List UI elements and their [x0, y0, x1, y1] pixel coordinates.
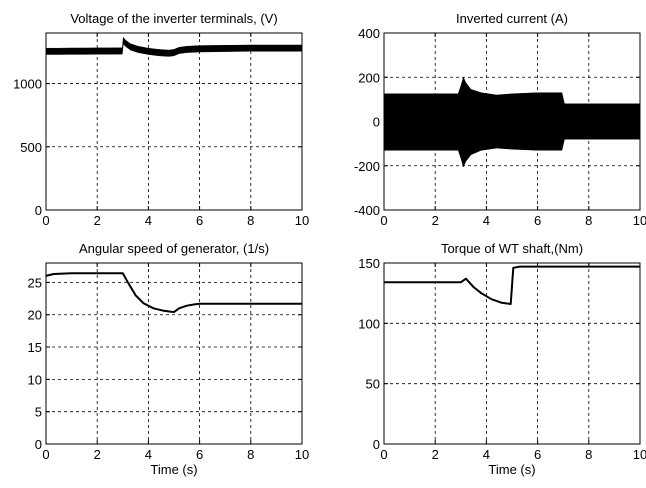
x-tick-label: 8 — [247, 447, 254, 462]
y-tick-label: 0 — [373, 437, 380, 452]
x-tick-label: 8 — [247, 213, 254, 228]
x-tick-label: 10 — [633, 447, 646, 462]
x-tick-label: 4 — [145, 447, 152, 462]
y-tick-label: 15 — [28, 340, 42, 355]
chart-title: Angular speed of generator, (1/s) — [79, 241, 269, 256]
x-axis-label: Time (s) — [150, 462, 197, 477]
x-tick-label: 0 — [380, 447, 387, 462]
series-line — [45, 272, 302, 314]
y-tick-label: 1000 — [13, 77, 42, 92]
chart-title: Torque of WT shaft,(Nm) — [441, 241, 583, 256]
x-tick-label: 2 — [94, 213, 101, 228]
x-tick-label: 4 — [145, 213, 152, 228]
series-line — [384, 265, 640, 305]
y-tick-label: 0 — [373, 115, 380, 130]
x-tick-label: 6 — [534, 447, 541, 462]
y-tick-label: 200 — [358, 70, 380, 85]
x-tick-label: 10 — [295, 213, 309, 228]
axes-frame — [45, 32, 303, 211]
x-tick-label: 2 — [432, 213, 439, 228]
x-tick-label: 6 — [196, 447, 203, 462]
y-tick-label: 25 — [28, 275, 42, 290]
y-tick-label: 400 — [358, 26, 380, 41]
x-tick-label: 6 — [534, 213, 541, 228]
x-tick-label: 4 — [483, 447, 490, 462]
x-tick-label: 0 — [42, 213, 49, 228]
y-tick-label: 150 — [358, 256, 380, 271]
x-tick-label: 8 — [585, 213, 592, 228]
chart-title: Inverted current (A) — [456, 11, 568, 26]
y-tick-label: 10 — [28, 372, 42, 387]
x-tick-label: 10 — [633, 213, 646, 228]
x-axis-label: Time (s) — [488, 462, 535, 477]
x-tick-label: 0 — [42, 447, 49, 462]
x-tick-label: 2 — [432, 447, 439, 462]
y-tick-label: -200 — [354, 159, 380, 174]
x-tick-label: 8 — [585, 447, 592, 462]
subplot-voltage: 0 2 4 6 8 10 0 500 1000 Voltage of the inverter t… — [13, 11, 309, 228]
series-current-envelope — [383, 76, 641, 168]
y-tick-label: 20 — [28, 308, 42, 323]
x-tick-label: 2 — [94, 447, 101, 462]
series-voltage-line — [45, 36, 303, 57]
x-tick-label: 0 — [380, 213, 387, 228]
x-tick-label: 10 — [295, 447, 309, 462]
y-tick-label: 0 — [35, 437, 42, 452]
y-tick-label: 50 — [366, 377, 380, 392]
y-tick-label: 100 — [358, 316, 380, 331]
y-tick-label: 0 — [35, 203, 42, 218]
y-tick-label: -400 — [354, 203, 380, 218]
y-tick-label: 5 — [35, 405, 42, 420]
chart-title: Voltage of the inverter terminals, (V) — [70, 11, 277, 26]
subplot-inverted-current: 0 2 4 6 8 10 -400 -200 0 200 400 Inverted current (… — [354, 11, 646, 228]
x-tick-label: 6 — [196, 213, 203, 228]
axes-frame — [45, 262, 303, 445]
subplot-angular-speed: 0 2 4 6 8 10 0 5 10 15 20 25 Angular speed of genera… — [28, 241, 310, 477]
y-tick-label: 500 — [20, 140, 42, 155]
x-tick-label: 4 — [483, 213, 490, 228]
